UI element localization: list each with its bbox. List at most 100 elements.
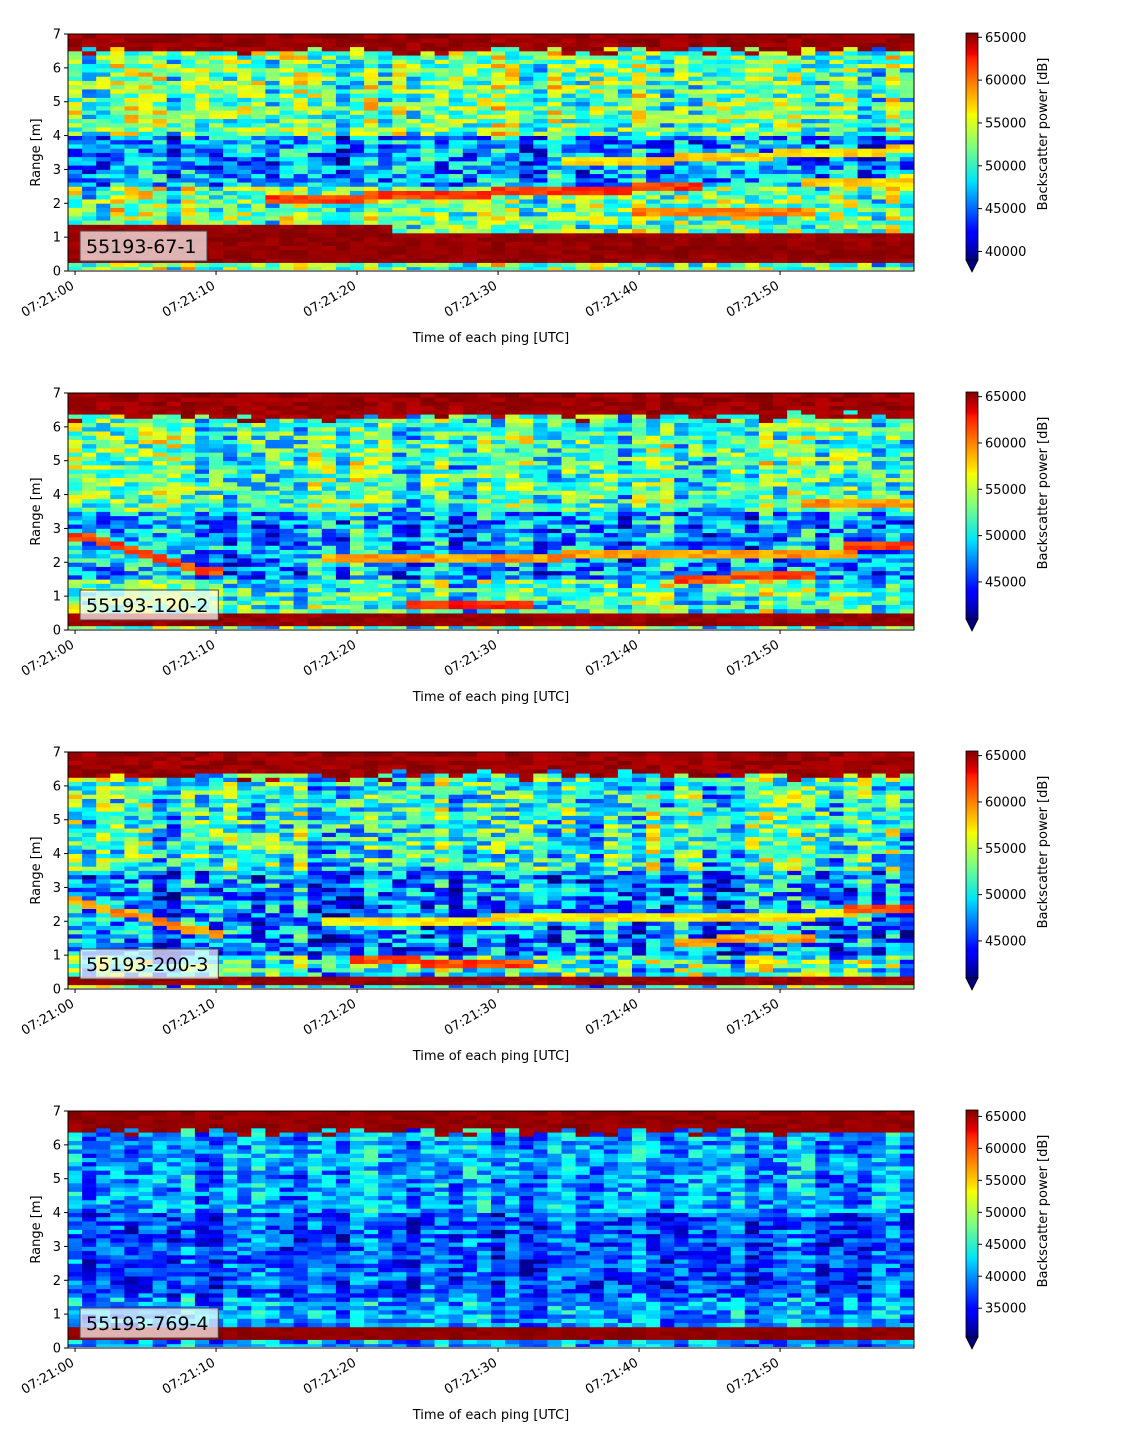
heatmap-cell bbox=[364, 562, 379, 567]
heatmap-cell bbox=[96, 84, 111, 90]
heatmap-cell bbox=[251, 237, 266, 242]
heatmap-cell bbox=[364, 84, 379, 90]
heatmap-cell bbox=[378, 118, 393, 124]
heatmap-cell bbox=[603, 63, 619, 69]
heatmap-cell bbox=[279, 211, 294, 217]
heatmap-cell bbox=[209, 401, 224, 407]
heatmap-cell bbox=[476, 186, 492, 191]
heatmap-cell bbox=[321, 194, 337, 200]
heatmap-cell bbox=[124, 215, 139, 221]
heatmap-cell bbox=[307, 67, 323, 73]
heatmap-cell bbox=[406, 190, 421, 196]
heatmap-cell bbox=[688, 42, 703, 48]
heatmap-cell bbox=[801, 55, 816, 60]
heatmap-cell bbox=[364, 558, 379, 563]
heatmap-cell bbox=[335, 524, 351, 529]
heatmap-cell bbox=[688, 224, 703, 230]
heatmap-cell bbox=[462, 245, 478, 251]
heatmap-cell bbox=[279, 490, 294, 495]
heatmap-cell bbox=[166, 625, 182, 631]
heatmap-cell bbox=[603, 215, 619, 221]
heatmap-cell bbox=[237, 477, 252, 483]
heatmap-cell bbox=[519, 199, 534, 204]
heatmap-cell bbox=[815, 266, 830, 272]
heatmap-cell bbox=[166, 122, 182, 128]
heatmap-cell bbox=[434, 464, 450, 470]
heatmap-cell bbox=[237, 528, 252, 534]
heatmap-cell bbox=[505, 160, 520, 166]
heatmap-cell bbox=[505, 80, 520, 86]
heatmap-cell bbox=[350, 418, 365, 424]
heatmap-cell bbox=[335, 186, 351, 191]
heatmap-cell bbox=[237, 182, 252, 187]
heatmap-cell bbox=[406, 604, 421, 610]
heatmap-cell bbox=[716, 55, 732, 60]
heatmap-cell bbox=[829, 101, 844, 107]
heatmap-cell bbox=[392, 63, 407, 69]
heatmap-cell bbox=[335, 566, 351, 572]
heatmap-cell bbox=[364, 473, 379, 479]
heatmap-cell bbox=[364, 177, 379, 183]
heatmap-cell bbox=[166, 448, 182, 453]
heatmap-cell bbox=[688, 232, 703, 238]
heatmap-cell bbox=[801, 241, 816, 247]
heatmap-cell bbox=[491, 232, 506, 238]
heatmap-cell bbox=[462, 42, 478, 48]
heatmap-cell bbox=[350, 464, 365, 470]
heatmap-cell bbox=[378, 541, 393, 546]
heatmap-cell bbox=[406, 50, 421, 56]
heatmap-cell bbox=[476, 50, 492, 56]
heatmap-cell bbox=[575, 245, 591, 251]
heatmap-cell bbox=[406, 144, 421, 149]
heatmap-cell bbox=[688, 249, 703, 255]
heatmap-cell bbox=[293, 401, 309, 407]
heatmap-cell bbox=[378, 76, 393, 81]
heatmap-cell bbox=[378, 127, 393, 132]
heatmap-cell bbox=[223, 241, 238, 247]
heatmap-cell bbox=[378, 169, 393, 175]
heatmap-cell bbox=[688, 67, 703, 73]
heatmap-cell bbox=[307, 63, 323, 69]
heatmap-cell bbox=[152, 519, 168, 525]
heatmap-cell bbox=[448, 173, 464, 179]
heatmap-cell bbox=[265, 579, 280, 584]
heatmap-cell bbox=[194, 105, 210, 111]
heatmap-cell bbox=[293, 562, 309, 567]
heatmap-cell bbox=[307, 566, 323, 572]
heatmap-cell bbox=[237, 186, 252, 191]
heatmap-cell bbox=[406, 443, 421, 449]
heatmap-cell bbox=[152, 409, 168, 415]
heatmap-cell bbox=[603, 46, 619, 52]
heatmap-cell bbox=[476, 67, 492, 73]
heatmap-cell bbox=[505, 152, 520, 158]
heatmap-cell bbox=[237, 55, 252, 60]
heatmap-cell bbox=[885, 118, 901, 124]
heatmap-cell bbox=[491, 186, 506, 191]
heatmap-cell bbox=[82, 464, 97, 470]
heatmap-cell bbox=[899, 254, 915, 259]
heatmap-cell bbox=[223, 536, 238, 542]
heatmap-cell bbox=[674, 199, 689, 204]
heatmap-cell bbox=[829, 169, 844, 175]
heatmap-cell bbox=[293, 131, 309, 136]
heatmap-cell bbox=[787, 182, 802, 187]
heatmap-cell bbox=[378, 486, 393, 491]
heatmap-cell bbox=[335, 190, 351, 196]
heatmap-cell bbox=[378, 34, 393, 39]
heatmap-cell bbox=[829, 152, 844, 158]
heatmap-cell bbox=[575, 114, 591, 120]
heatmap-cell bbox=[589, 203, 605, 208]
heatmap-cell bbox=[730, 101, 746, 107]
heatmap-cell bbox=[307, 507, 323, 512]
heatmap-cell bbox=[434, 203, 450, 208]
heatmap-cell bbox=[321, 617, 337, 622]
heatmap-cell bbox=[378, 67, 393, 73]
heatmap-cell bbox=[575, 38, 591, 43]
heatmap-cell bbox=[462, 211, 478, 217]
heatmap-cell bbox=[124, 262, 139, 268]
heatmap-cell bbox=[194, 34, 210, 39]
heatmap-cell bbox=[702, 42, 717, 48]
heatmap-cell bbox=[82, 114, 97, 120]
heatmap-cell bbox=[801, 215, 816, 221]
heatmap-cell bbox=[138, 262, 153, 268]
